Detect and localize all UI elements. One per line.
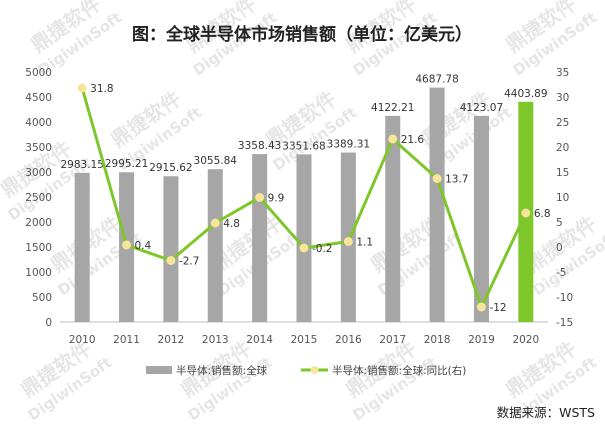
x-axis-tick-label: 2013 [202, 334, 229, 346]
legend-swatch-marker [310, 366, 319, 374]
x-axis-tick-label: 2018 [424, 334, 451, 346]
x-axis-tick-label: 2015 [291, 334, 318, 346]
right-axis-tick-label: 30 [556, 92, 569, 104]
chart-title: 图：全球半导体市场销售额（单位：亿美元） [132, 24, 472, 45]
left-axis-tick-label: 4500 [25, 92, 52, 104]
left-axis-tick-label: 1500 [25, 242, 52, 254]
x-axis-tick-label: 2020 [512, 334, 539, 346]
line-point [388, 134, 398, 144]
x-axis-tick-label: 2010 [69, 334, 96, 346]
left-axis-tick-label: 2000 [25, 217, 52, 229]
bar [385, 115, 401, 323]
left-axis-tick-label: 3500 [25, 142, 52, 154]
line-series: 31.8 0.4 -2.7 4.8 9.9 -0.2 1.1 21.6 13.7 -12 6.8 [77, 83, 551, 314]
source-note: 数据来源：WSTS [497, 405, 595, 420]
line-point [343, 237, 353, 246]
bar-value-label: 2983.15 [60, 159, 103, 171]
line-value-label: 9.9 [268, 193, 285, 205]
bar [163, 176, 179, 322]
bar-value-label: 3055.84 [194, 155, 238, 167]
line-point [210, 218, 220, 228]
x-axis-tick-label: 2016 [335, 334, 362, 346]
line-point [122, 240, 132, 250]
line-value-label: -2.7 [179, 256, 200, 268]
bar [296, 154, 312, 322]
bar-value-label: 2915.62 [149, 162, 192, 174]
left-axis-tick-label: 1000 [25, 267, 52, 279]
bar-value-label: 4122.21 [371, 102, 414, 114]
x-axis-tick-label: 2019 [468, 334, 495, 346]
left-axis-tick-label: 0 [45, 317, 52, 329]
left-axis-tick-label: 500 [32, 292, 52, 304]
left-axis-tick-label: 4000 [25, 117, 52, 129]
right-axis: -15 -10 -5 0 5 10 15 20 25 30 35 [556, 67, 573, 329]
left-axis-tick-label: 2500 [25, 192, 52, 204]
line-point [299, 243, 309, 253]
legend-label-line: 半导体:销售额:全球:同比(右) [332, 364, 466, 377]
x-axis-tick-label: 2014 [246, 334, 273, 346]
bar-value-label: 3389.31 [327, 139, 370, 151]
right-axis-tick-label: 25 [556, 117, 569, 129]
right-axis-tick-label: 20 [556, 142, 569, 154]
right-axis-tick-label: -15 [556, 317, 573, 329]
x-axis-tick-label: 2017 [379, 334, 406, 346]
line-point [521, 208, 531, 218]
bar [207, 169, 223, 322]
bar [74, 172, 90, 322]
right-axis-tick-label: 5 [556, 217, 563, 229]
legend: 半导体:销售额:全球 半导体:销售额:全球:同比(右) [146, 364, 466, 377]
left-axis-tick-label: 3000 [25, 167, 52, 179]
bar-value-label: 4123.07 [460, 102, 503, 114]
bar-value-label: 3351.68 [282, 140, 325, 152]
right-axis-tick-label: 15 [556, 167, 569, 179]
line-value-label: 0.4 [135, 240, 152, 252]
line-value-label: 6.8 [534, 208, 551, 220]
left-axis-tick-label: 5000 [25, 67, 52, 79]
legend-label-bar: 半导体:销售额:全球 [176, 364, 268, 377]
line-value-label: 21.6 [401, 134, 425, 146]
bar-value-label: 3358.43 [238, 140, 281, 152]
line-value-label: -0.2 [312, 243, 333, 255]
left-axis: 0 500 1000 1500 2000 2500 3000 3500 4000 4500 5000 [25, 67, 52, 329]
right-axis-tick-label: 35 [556, 67, 569, 79]
x-axis-tick-label: 2012 [158, 334, 185, 346]
bar [473, 115, 489, 322]
legend-swatch-bar [146, 366, 172, 374]
line-point [77, 83, 87, 93]
right-axis-tick-label: 10 [556, 192, 569, 204]
bar [252, 154, 268, 322]
line-value-label: 1.1 [356, 237, 373, 249]
bar-value-label: 4687.78 [415, 74, 458, 86]
right-axis-tick-label: 0 [556, 242, 563, 254]
line-point [255, 193, 265, 202]
right-axis-tick-label: -10 [556, 292, 573, 304]
line-point [476, 302, 486, 312]
right-axis-tick-label: -5 [556, 267, 566, 279]
line-value-label: 31.8 [90, 83, 113, 95]
line-value-label: -12 [489, 302, 506, 314]
line-value-label: 4.8 [223, 218, 240, 230]
bar [429, 87, 445, 323]
line-point [432, 174, 442, 183]
bar-value-label: 2995.21 [105, 158, 148, 170]
line-value-label: 13.7 [445, 174, 468, 186]
bar-value-label: 4403.89 [504, 88, 547, 100]
x-axis-tick-label: 2011 [113, 334, 140, 346]
x-axis: 2010 2011 2012 2013 2014 2015 2016 2017 2018 2019… [60, 321, 548, 346]
line-point [166, 256, 176, 265]
